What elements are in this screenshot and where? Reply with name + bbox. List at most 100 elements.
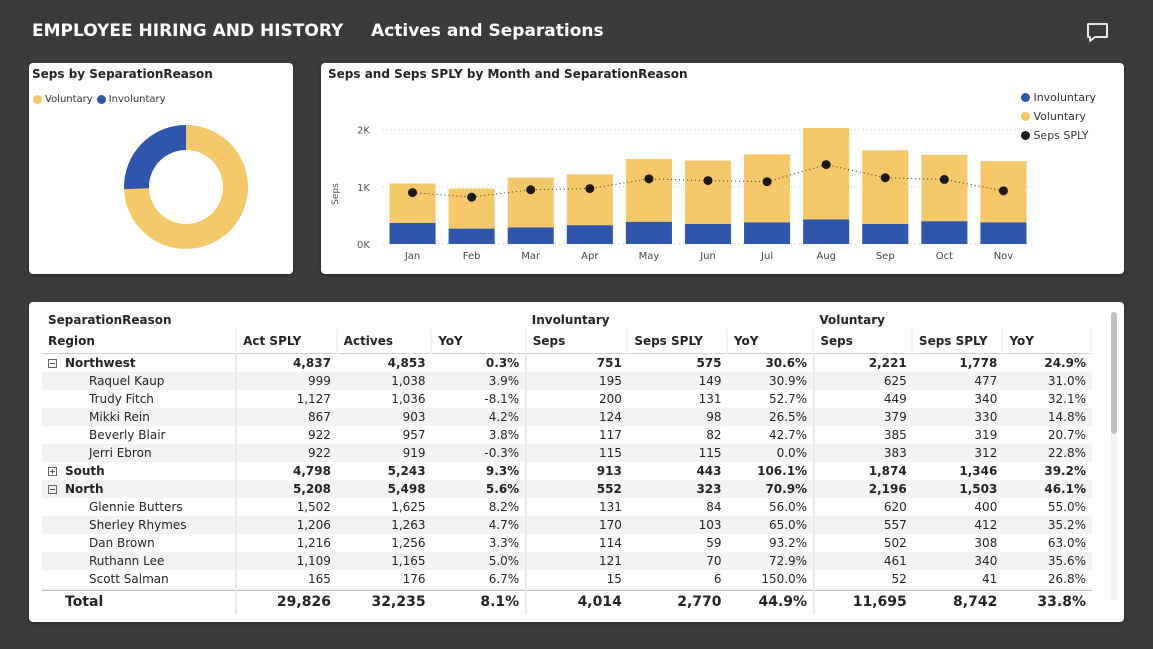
cell-value: 124 — [526, 407, 628, 426]
region-row[interactable]: + South 4,798 5,243 9.3% 913 443 106.1% 1,874 1,3… — [42, 461, 1092, 480]
matrix-column-header: Region Act SPLY Actives YoY Seps Seps SPLY YoY… — [42, 329, 1092, 354]
seps-sply-point[interactable] — [467, 192, 477, 202]
cell-value: 5,208 — [236, 479, 337, 498]
bar-voluntary[interactable] — [862, 150, 909, 224]
bar-involuntary[interactable] — [625, 221, 672, 244]
total-row: Total 29,826 32,235 8.1% 4,014 2,770 44.9% 11,6… — [42, 589, 1092, 614]
x-tick-label: Aug — [816, 251, 836, 262]
bar-voluntary[interactable] — [625, 158, 672, 222]
employee-row[interactable]: Liz Batista101220.0%110.0%42100.0% — [42, 587, 1092, 590]
seps-sply-point[interactable] — [762, 177, 772, 187]
bar-involuntary[interactable] — [921, 221, 968, 244]
donut-legend: Voluntary Involuntary — [33, 94, 170, 107]
bar-voluntary[interactable] — [803, 128, 850, 220]
column-header[interactable]: Seps — [813, 329, 913, 354]
employee-row[interactable]: Sherley Rhymes 1,206 1,263 4.7% 170 103 65.0% 5… — [42, 515, 1092, 534]
bar-involuntary[interactable] — [389, 222, 436, 244]
column-header[interactable]: YoY — [1002, 329, 1092, 354]
bar-involuntary[interactable] — [803, 219, 850, 244]
region-row[interactable]: − North 5,208 5,498 5.6% 552 323 70.9% 2,196 1,50… — [42, 479, 1092, 498]
cell-value: 35.6% — [1003, 551, 1092, 570]
matrix-card[interactable]: SeparationReason Involuntary Voluntary Reg… — [29, 302, 1124, 622]
donut-legend-item[interactable]: Voluntary — [33, 94, 93, 105]
employee-row[interactable]: Trudy Fitch 1,127 1,036 -8.1% 200 131 52.7% 449… — [42, 389, 1092, 408]
cell-value: 867 — [236, 407, 337, 426]
donut-slice-voluntary[interactable] — [124, 125, 249, 249]
bar-voluntary[interactable] — [684, 160, 732, 224]
cell-value: 52.7% — [727, 389, 816, 408]
total-value: 44.9% — [727, 589, 816, 614]
employee-row[interactable]: Beverly Blair 922 957 3.8% 117 82 42.7% 385 319 2… — [42, 425, 1092, 444]
cell-value: 26.5% — [727, 407, 816, 426]
cell-value: 919 — [336, 443, 432, 462]
employee-row[interactable]: Mikki Rein 867 903 4.2% 124 98 26.5% 379 330 14.8… — [42, 407, 1092, 426]
donut-slice-involuntary[interactable] — [124, 125, 186, 190]
bar-legend-item[interactable]: Seps SPLY — [1021, 129, 1096, 142]
bar-involuntary[interactable] — [744, 222, 791, 244]
seps-sply-point[interactable] — [408, 188, 418, 198]
employee-row[interactable]: Scott Salman 165 176 6.7% 15 6 150.0% 52 41 26.8% — [42, 569, 1092, 588]
bar-chart-card[interactable]: Seps and Seps SPLY by Month and Separati… — [321, 63, 1124, 274]
cell-value: 502 — [883, 535, 907, 550]
cell-value: 30.9% — [727, 371, 816, 390]
seps-sply-point[interactable] — [939, 174, 949, 184]
x-tick-label: Nov — [994, 251, 1014, 262]
seps-sply-point[interactable] — [585, 184, 595, 194]
seps-sply-point[interactable] — [644, 174, 654, 184]
seps-sply-point[interactable] — [998, 186, 1008, 196]
donut-chart[interactable] — [29, 63, 293, 274]
employee-row[interactable]: Glennie Butters 1,502 1,625 8.2% 131 84 56.0% 6… — [42, 497, 1092, 516]
region-row[interactable]: − Northwest 4,837 4,853 0.3% 751 575 30.6% 2,221… — [42, 353, 1092, 372]
cell-value: 150.0% — [727, 569, 816, 588]
seps-sply-point[interactable] — [526, 185, 536, 195]
employee-row[interactable]: Dan Brown 1,216 1,256 3.3% 114 59 93.2% 502 308 6… — [42, 533, 1092, 552]
seps-sply-point[interactable] — [821, 160, 831, 170]
cell-value: 31.0% — [1003, 371, 1092, 390]
bar-involuntary[interactable] — [862, 224, 909, 244]
bar-voluntary[interactable] — [921, 154, 968, 222]
matrix-scrollbar[interactable] — [1111, 312, 1117, 600]
column-header[interactable]: Seps SPLY — [627, 329, 728, 354]
bar-involuntary[interactable] — [980, 222, 1027, 244]
cell-value: 552 — [526, 479, 628, 498]
employee-row[interactable]: Jerri Ebron 922 919 -0.3% 115 115 0.0% 383 312 22… — [42, 443, 1092, 462]
cell-value: 319 — [974, 427, 998, 442]
bar-legend-item[interactable]: Voluntary — [1021, 110, 1096, 123]
expand-icon[interactable]: + — [48, 466, 57, 476]
bar-involuntary[interactable] — [507, 227, 554, 244]
seps-sply-point[interactable] — [703, 176, 713, 186]
bar-voluntary[interactable] — [566, 174, 613, 226]
comment-icon[interactable] — [1086, 22, 1110, 44]
employee-row[interactable]: Ruthann Lee 1,109 1,165 5.0% 121 70 72.9% 461 34… — [42, 551, 1092, 570]
bar-involuntary[interactable] — [684, 224, 732, 244]
donut-chart-card[interactable]: Seps by SeparationReason Voluntary Involu… — [29, 63, 293, 274]
total-value: 8.1% — [431, 589, 528, 614]
column-header[interactable]: Act SPLY — [236, 329, 338, 354]
seps-sply-point[interactable] — [880, 173, 890, 183]
bar-involuntary[interactable] — [448, 228, 495, 244]
collapse-icon[interactable]: − — [48, 358, 57, 368]
column-header[interactable]: Region — [42, 329, 238, 354]
cell-value: 0.0% — [727, 443, 816, 462]
cell-value: 5.0% — [431, 551, 528, 570]
employee-row[interactable]: Raquel Kaup 999 1,038 3.9% 195 149 30.9% 625 477… — [42, 371, 1092, 390]
bar-voluntary[interactable] — [744, 154, 791, 223]
matrix-body[interactable]: − Northwest 4,837 4,853 0.3% 751 575 30.6% 2,221… — [42, 353, 1110, 590]
column-header[interactable]: Seps SPLY — [911, 329, 1004, 354]
legend-label: Involuntary — [1033, 91, 1096, 104]
collapse-icon[interactable]: − — [48, 484, 57, 494]
bar-involuntary[interactable] — [566, 225, 613, 244]
cell-value: 4,798 — [292, 463, 331, 478]
column-header[interactable]: Actives — [336, 329, 433, 354]
column-header[interactable]: Seps — [525, 329, 629, 354]
cell-value: 1 — [526, 587, 628, 590]
matrix-scroll-thumb[interactable] — [1111, 312, 1117, 434]
bar-legend-item[interactable]: Involuntary — [1021, 91, 1096, 104]
column-header[interactable]: YoY — [726, 329, 815, 354]
column-header[interactable]: YoY — [431, 329, 527, 354]
donut-legend-item[interactable]: Involuntary — [96, 94, 166, 105]
cell-value: 72.9% — [727, 551, 816, 570]
cell-value: 1,038 — [336, 371, 432, 390]
bar-chart[interactable]: 0K 1K 2K Seps Jan Feb Mar Apr May Jun Jul Aug Sep Oct… — [321, 63, 1124, 274]
bar-voluntary[interactable] — [507, 177, 554, 228]
